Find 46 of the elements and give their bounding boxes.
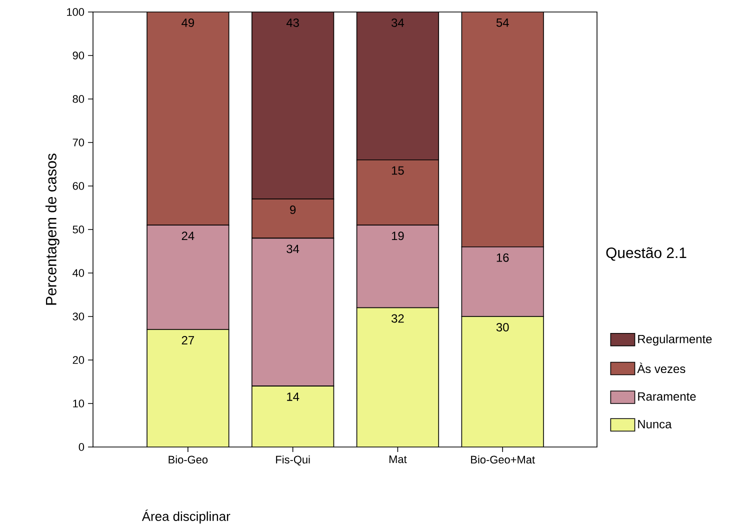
y-tick-label: 40 <box>72 269 84 277</box>
bar <box>252 386 334 447</box>
x-axis-title: Área disciplinar <box>142 510 230 524</box>
y-tick-label: 60 <box>72 182 84 190</box>
data-label: 49 <box>182 18 194 27</box>
data-label: 34 <box>392 18 404 27</box>
bar <box>356 12 440 160</box>
y-tick-label: 100 <box>67 8 84 16</box>
data-label: 54 <box>496 18 509 27</box>
y-tick-label: 20 <box>72 356 84 364</box>
legend-label: Nunca <box>638 420 672 428</box>
x-tick-label: Bio-Geo+Mat <box>471 455 535 464</box>
y-axis-title: Percentagem de casos <box>45 154 60 305</box>
x-tick-label: Mat <box>389 455 407 464</box>
y-tick-label: 80 <box>72 95 84 103</box>
bar <box>461 12 544 248</box>
bar <box>356 159 440 226</box>
y-tick-label: 70 <box>72 138 84 146</box>
data-label: 30 <box>496 322 509 332</box>
data-label: 9 <box>290 206 296 214</box>
bar <box>252 198 334 239</box>
x-tick-label: Fis-Qui <box>276 455 310 466</box>
y-tick-label: 10 <box>73 400 84 408</box>
data-label: 32 <box>392 314 404 323</box>
data-label: 27 <box>182 336 194 344</box>
bar <box>356 308 439 447</box>
data-label: 19 <box>392 232 404 240</box>
y-tick-label: 0 <box>78 443 84 451</box>
legend-label: Raramente <box>638 392 696 401</box>
data-label: 43 <box>286 18 299 27</box>
y-tick-label: 90 <box>72 52 84 60</box>
y-tick-label: 30 <box>72 312 84 320</box>
bar <box>146 12 230 226</box>
bar <box>461 316 544 447</box>
data-label: 15 <box>392 166 404 175</box>
legend-label: Regularmente <box>638 334 712 346</box>
data-label: 34 <box>286 244 300 254</box>
x-tick-label: Bio-Geo <box>168 455 208 464</box>
y-tick-label: 50 <box>72 226 84 234</box>
legend-label: Às vezes <box>637 362 686 374</box>
data-label: 14 <box>287 392 300 401</box>
legend-title: Questão 2.1 <box>606 247 686 261</box>
data-label: 16 <box>496 253 509 262</box>
bar <box>252 12 334 200</box>
bar <box>147 330 229 447</box>
data-label: 24 <box>182 232 194 240</box>
